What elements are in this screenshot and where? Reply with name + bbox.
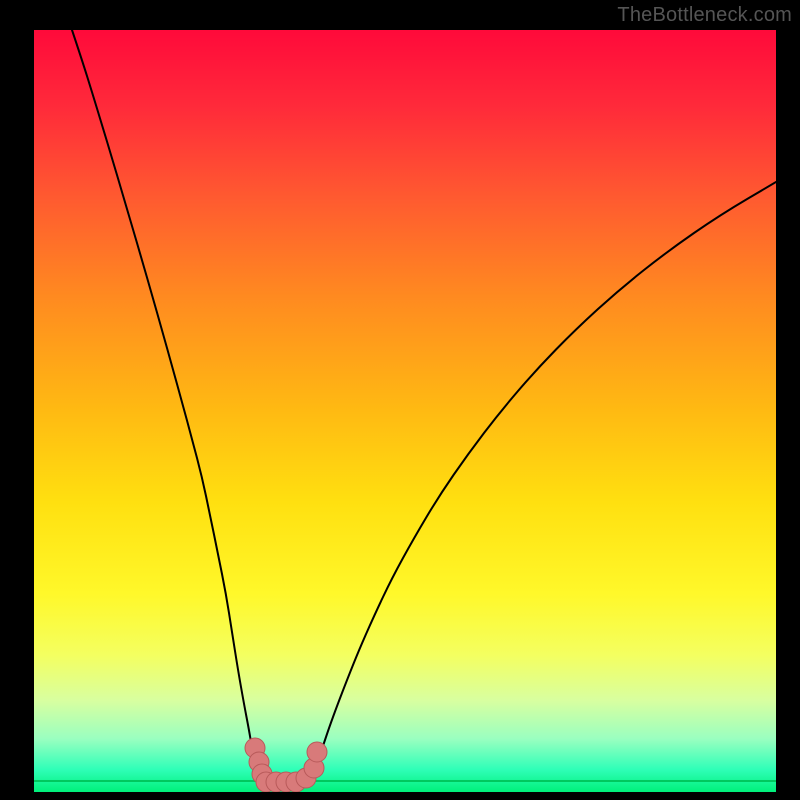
chart-svg — [34, 30, 776, 792]
gradient-background — [34, 30, 776, 792]
nodule — [307, 742, 327, 762]
image-root: TheBottleneck.com — [0, 0, 800, 800]
watermark-text: TheBottleneck.com — [617, 0, 792, 30]
chart-area — [34, 30, 776, 792]
